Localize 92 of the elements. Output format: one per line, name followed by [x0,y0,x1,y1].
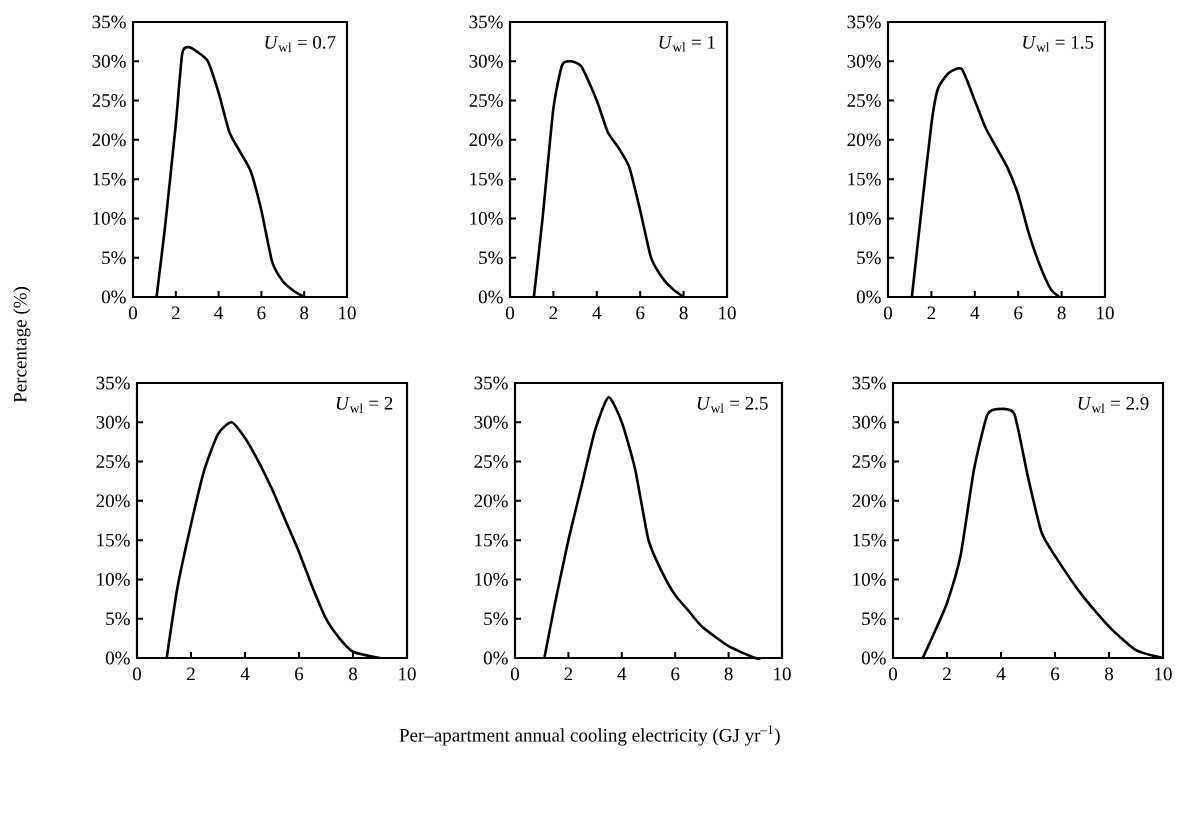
x-tick-label: 2 [927,306,936,320]
y-tick-label: 5% [479,251,503,265]
x-tick-label: 4 [214,306,224,320]
x-tick-label: 4 [970,306,980,320]
y-tick-label: 20% [469,133,503,147]
x-tick-label: 8 [679,306,688,320]
y-tick-label: 35% [847,15,881,29]
x-tick-label: 4 [617,667,627,681]
x-tick-label: 10 [719,306,736,320]
y-tick-label: 10% [97,572,130,586]
y-tick-label: 25% [92,94,126,108]
y-tick-label: 15% [848,172,881,186]
y-tick-label: 25% [469,94,503,108]
y-tick-label: 15% [470,172,503,186]
y-tick-label: 25% [96,455,130,469]
y-tick-label: 20% [474,494,508,508]
x-tick-label: 10 [339,306,356,320]
x-tick-label: 2 [943,667,951,681]
y-tick-label: 0% [101,290,126,304]
x-tick-label: 10 [399,667,416,681]
y-tick-label: 20% [92,133,126,147]
y-tick-label: 20% [847,133,881,147]
y-tick-label: 15% [475,533,508,547]
x-tick-label: 0 [505,306,515,320]
y-tick-label: 35% [469,15,503,29]
annotation: U$_{wl}$ = 1 [659,35,715,52]
y-tick-label: 30% [96,415,130,429]
x-tick-label: 8 [1057,306,1066,320]
y-tick-label: 15% [93,172,126,186]
annotation: U$_{wl}$ = 2.9 [1078,396,1149,413]
x-tick-label: 0 [510,667,520,681]
x-tick-label: 6 [1051,667,1060,681]
y-tick-label: 30% [847,54,881,68]
y-tick-label: 30% [474,415,508,429]
x-tick-label: 8 [348,667,358,681]
annotation: U$_{wl}$ = 0.7 [265,35,336,52]
y-tick-label: 5% [106,612,130,626]
y-tick-label: 10% [848,211,881,225]
y-tick-label: 5% [102,251,126,265]
x-tick-label: 8 [300,306,309,320]
x-tick-label: 10 [1155,667,1172,681]
x-tick-label: 4 [996,667,1006,681]
x-tick-label: 8 [1104,667,1114,681]
x-tick-label: 0 [888,667,898,681]
x-tick-label: 6 [295,667,304,681]
x-tick-label: 2 [171,306,180,320]
x-tick-label: 4 [240,667,250,681]
y-tick-label: 15% [853,533,886,547]
y-tick-label: 0% [478,290,503,304]
y-tick-label: 5% [484,612,508,626]
annotation: U$_{wl}$ = 2 [336,396,393,413]
y-tick-label: 35% [852,376,886,390]
y-tick-label: 20% [852,494,886,508]
y-tick-label: 25% [852,455,886,469]
y-axis-title: Percentage (%) [13,287,31,403]
y-tick-label: 35% [92,15,126,29]
y-tick-label: 30% [92,54,126,68]
y-tick-label: 15% [97,533,130,547]
y-tick-label: 10% [470,211,503,225]
x-tick-label: 10 [1097,306,1114,320]
x-tick-label: 6 [1014,306,1023,320]
y-tick-label: 0% [105,651,130,665]
x-tick-label: 0 [883,306,893,320]
x-tick-label: 8 [724,667,733,681]
annotation: U$_{wl}$ = 2.5 [697,396,768,413]
y-tick-label: 0% [861,651,886,665]
x-tick-label: 10 [774,667,791,681]
y-tick-label: 10% [853,572,886,586]
y-tick-label: 10% [475,572,508,586]
y-tick-label: 35% [96,376,130,390]
x-tick-label: 2 [564,667,573,681]
y-tick-label: 5% [857,251,881,265]
y-tick-label: 20% [96,494,130,508]
x-tick-label: 2 [187,667,195,681]
y-tick-label: 25% [847,94,881,108]
x-tick-label: 2 [549,306,558,320]
y-tick-label: 30% [469,54,503,68]
y-tick-label: 25% [474,455,508,469]
x-tick-label: 6 [636,306,645,320]
y-tick-label: 0% [856,290,881,304]
y-tick-label: 10% [93,211,126,225]
x-axis-title: Per–apartment annual cooling electricity (GJ yr$^{–1}$) [399,725,780,746]
y-tick-label: 5% [862,612,886,626]
x-tick-label: 6 [257,306,266,320]
annotation: U$_{wl}$ = 1.5 [1023,35,1094,52]
x-tick-label: 4 [592,306,602,320]
y-tick-label: 35% [474,376,508,390]
y-tick-label: 30% [852,415,886,429]
x-tick-label: 0 [128,306,138,320]
x-tick-label: 0 [132,667,142,681]
y-tick-label: 0% [483,651,508,665]
x-tick-label: 6 [671,667,680,681]
